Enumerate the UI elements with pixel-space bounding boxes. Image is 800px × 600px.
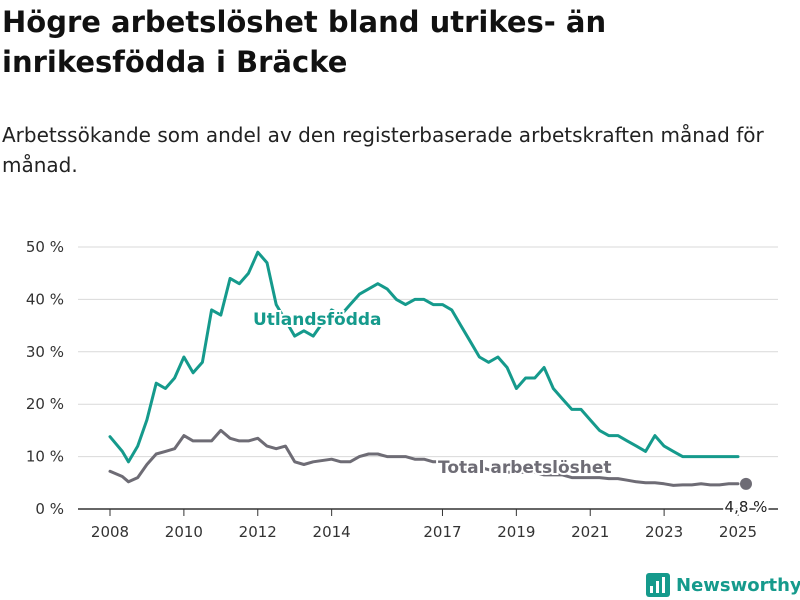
x-tick-label: 2014 [313,523,351,541]
x-axis: 2008 2010 2012 2014 2017 2019 2021 2023 2025 [91,509,757,541]
end-value-label: 4,8 % [725,498,768,516]
x-tick-label: 2023 [645,523,683,541]
y-tick-label: 20 % [26,395,64,413]
brand-name: Newsworthy [676,574,800,596]
y-tick-label: 0 % [35,500,64,518]
y-tick-label: 40 % [26,290,64,308]
y-tick-label: 30 % [26,343,64,361]
x-tick-label: 2019 [497,523,535,541]
newsworthy-logo: Newsworthy [646,570,800,600]
x-tick-label: 2025 [719,523,757,541]
series-labels: Utlandsfödda Total arbetslöshet 4,8 % [251,308,769,518]
chart-subtitle: Arbetssökande som andel av den registerb… [2,123,764,177]
x-tick-label: 2010 [165,523,203,541]
x-tick-label: 2017 [423,523,461,541]
y-tick-label: 50 % [26,238,64,256]
grid-lines [78,246,778,510]
bar-chart-icon [646,573,670,597]
y-tick-label: 10 % [26,448,64,466]
utlandsfodda-label: Utlandsfödda [253,310,382,330]
x-tick-label: 2021 [571,523,609,541]
total-line [108,428,740,487]
page-title: Högre arbetslöshet bland utrikes- än inr… [2,5,607,79]
end-point-marker [740,477,752,490]
utlandsfodda-line [108,250,740,464]
x-tick-label: 2012 [239,523,277,541]
x-tick-label: 2008 [91,523,129,541]
total-label: Total arbetslöshet [438,458,612,478]
y-axis-ticks: 0 % 10 % 20 % 30 % 40 % 50 % [26,238,64,518]
series-lines [108,250,740,487]
